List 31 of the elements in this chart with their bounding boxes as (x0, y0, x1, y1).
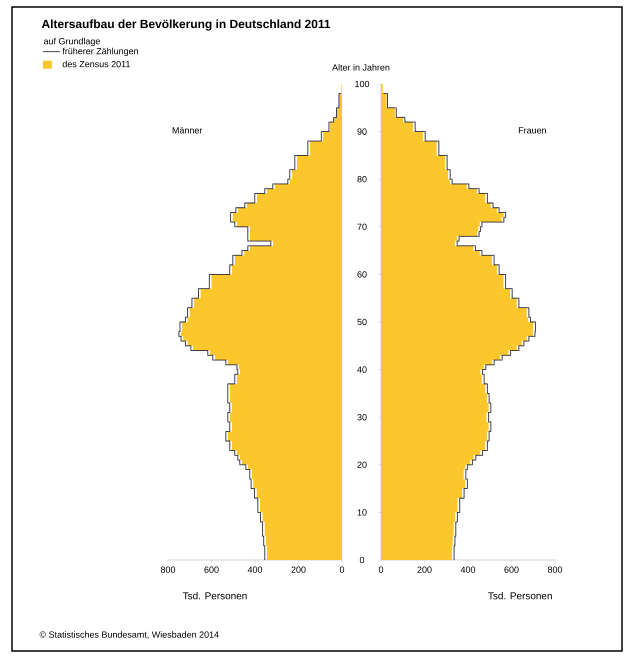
y-tick-label: 70 (357, 224, 367, 230)
y-tick-label: 0 (360, 556, 364, 564)
y-tick-label: 90 (357, 128, 367, 135)
y-tick-label: 30 (357, 414, 367, 420)
x-axis-title: Tsd. Personen (182, 592, 247, 600)
x-tick-label: 800 (548, 566, 562, 573)
legend-label: des Zensus 2011 (62, 60, 130, 68)
legend-title: auf Grundlage (44, 38, 100, 46)
x-tick-label: 200 (417, 566, 432, 573)
y-axis-title: Alter in Jahren (332, 64, 390, 71)
x-tick-label: 200 (291, 566, 306, 573)
y-tick-label: 10 (358, 509, 367, 516)
y-tick-label: 80 (357, 176, 367, 182)
x-tick-label: 600 (504, 566, 519, 573)
x-tick-label: 400 (460, 566, 476, 573)
x-tick-label: 800 (160, 566, 176, 573)
x-tick-label: 400 (248, 566, 262, 573)
y-tick-label: 20 (357, 462, 367, 468)
legend-label: früherer Zählungen (62, 48, 138, 56)
text: © Statistisches Bundesamt, Wiesbaden 2014 (40, 631, 219, 639)
x-tick-label: 600 (204, 566, 219, 573)
y-tick-label: 100 (355, 80, 370, 88)
y-tick-label: 50 (357, 318, 367, 326)
y-tick-label: 60 (357, 271, 367, 278)
x-tick-label: 0 (340, 566, 344, 573)
text: Männer (172, 127, 202, 134)
text: Frauen (518, 127, 546, 134)
x-axis-title: Tsd. Personen (488, 592, 552, 600)
x-tick-label: 0 (378, 566, 384, 573)
y-tick-label: 40 (357, 366, 367, 373)
text: Altersaufbau der Bevölkerung in Deutschland 2011 (42, 19, 330, 31)
